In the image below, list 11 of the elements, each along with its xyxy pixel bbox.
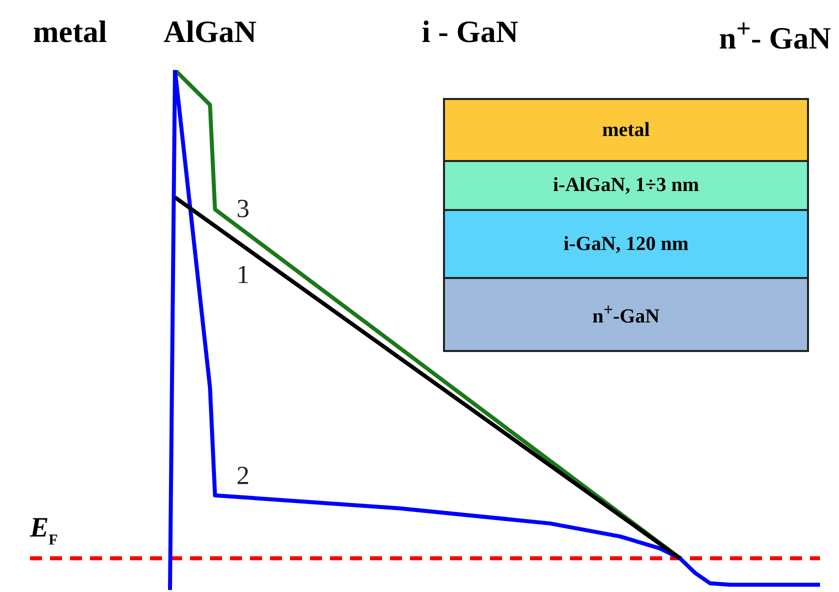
series-label: 2 — [236, 461, 250, 490]
text: i - GaN — [422, 14, 518, 50]
series-label: 3 — [236, 194, 250, 224]
text: metal — [32, 14, 108, 50]
annotation: i-GaN, 120 nm — [564, 232, 688, 256]
annotation: metal — [602, 118, 650, 142]
annotation: i-AlGaN, 1÷3 nm — [553, 174, 699, 197]
annotation: n$^{+}$-GaN — [592, 300, 660, 329]
text: n$^{+}$- GaN — [718, 14, 832, 56]
text: AlGaN — [164, 14, 256, 50]
series-label: 1 — [236, 260, 250, 289]
